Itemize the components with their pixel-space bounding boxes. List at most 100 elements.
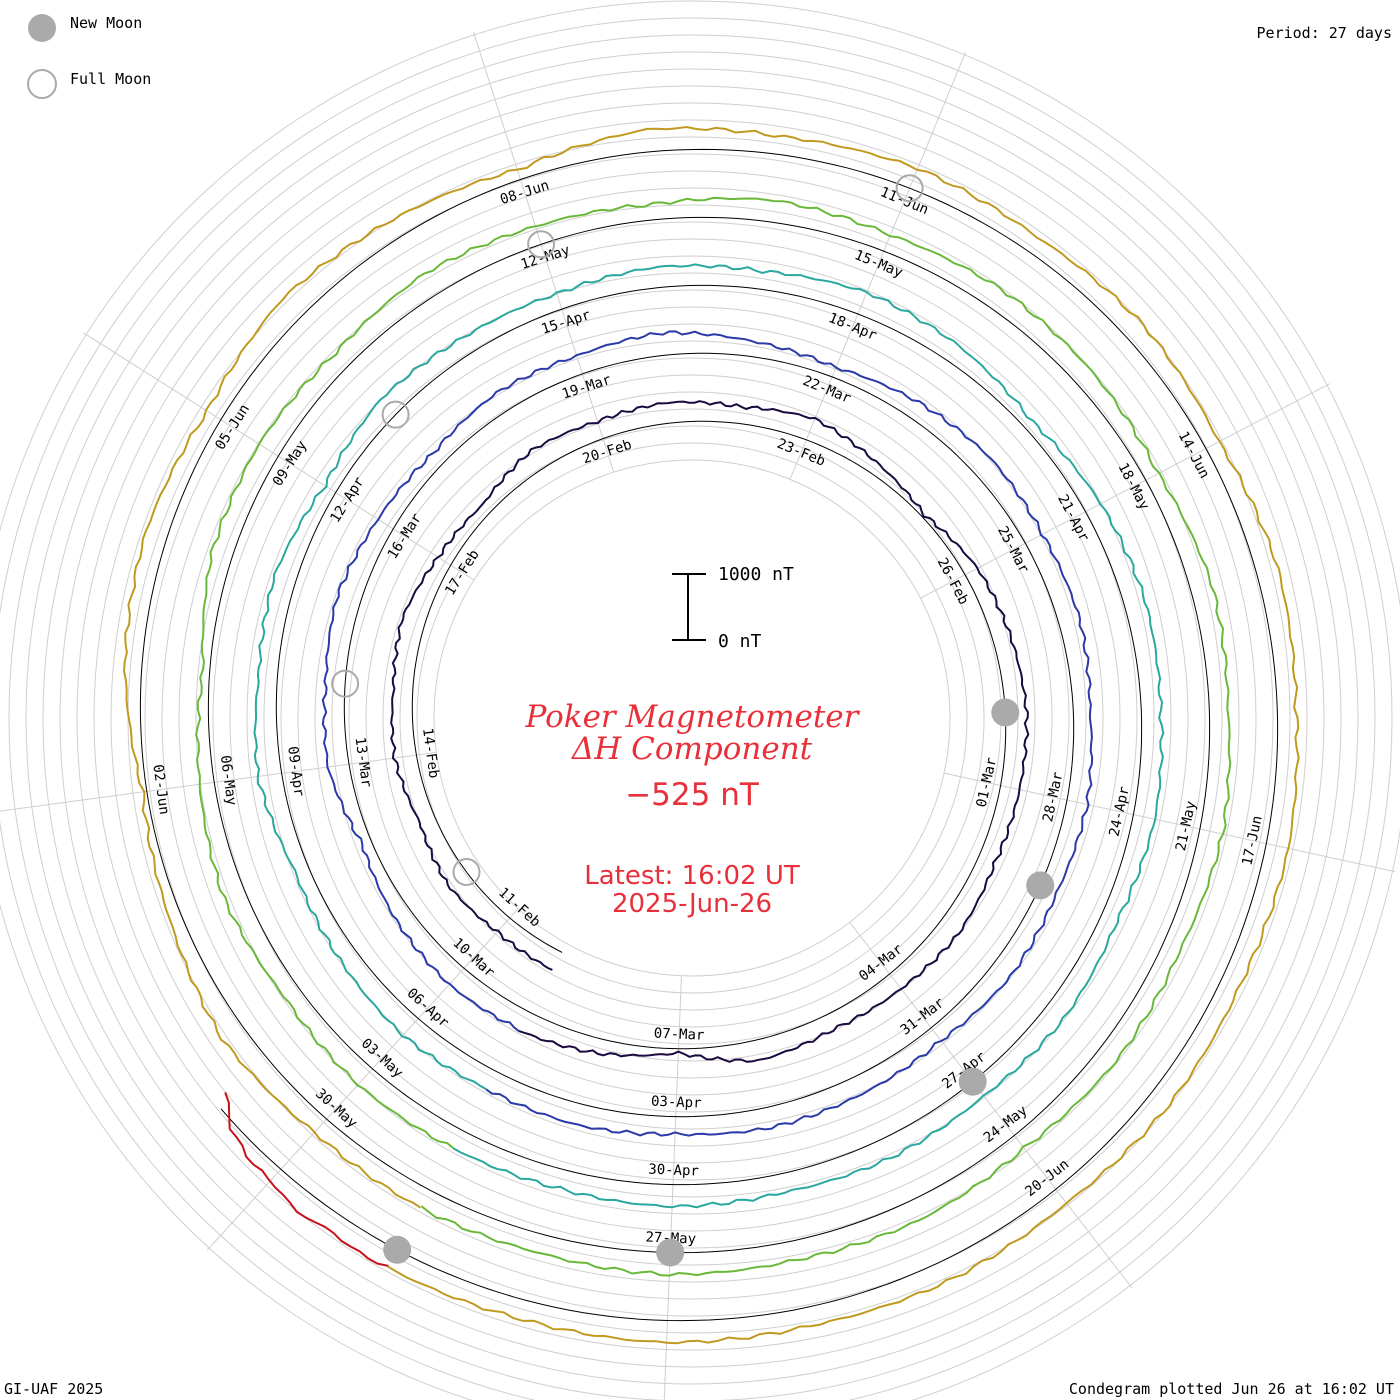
trace-turn-3 [253,263,1165,1209]
new-moon-legend-label: New Moon [70,14,142,32]
date-tick-label: 18-May [1114,460,1152,512]
grid-spoke [849,921,1133,1289]
grid-spoke [473,31,615,473]
grid-circle [212,238,1172,1198]
date-tick-label: 08-Jun [498,177,551,208]
date-tick-label: 14-Feb [419,727,442,779]
date-tick-label: 25-Mar [994,524,1032,576]
full-moon-marker [895,174,924,203]
moon-phase-markers [331,174,1055,1267]
grid-circle [433,459,951,977]
grid-circle [246,272,1138,1164]
date-tick-label: 17-Feb [442,547,483,598]
date-tick-label: 11-Feb [495,885,543,931]
grid-circle [297,323,1087,1113]
grid-circle [229,255,1155,1181]
new-moon-marker [1026,871,1055,900]
grid-circle [280,306,1104,1130]
date-tick-label: 31-Mar [898,995,948,1039]
full-moon-legend-icon [27,69,57,99]
grid-spoke [83,332,475,581]
date-tick-label: 24-Apr [1106,785,1132,838]
date-tick-label: 21-Apr [1054,492,1092,544]
grid-circle [399,425,985,1011]
full-moon-marker [331,669,360,698]
date-tick-label: 05-Jun [212,402,253,453]
full-moon-marker [527,230,556,259]
date-tick-label: 17-Jun [1239,814,1265,867]
date-tick-label: 15-May [852,247,905,281]
date-tick-label: 24-May [981,1103,1031,1147]
full-moon-marker [452,858,481,886]
date-tick-label: 16-Mar [385,511,426,562]
latest-date: 2025-Jun-26 [612,889,772,919]
new-moon-marker [958,1067,987,1096]
trace-turn-6 [224,1092,389,1267]
date-tick-label: 01-Mar [974,756,1000,809]
full-moon-legend-label: Full Moon [70,70,151,88]
date-tick-label: 09-May [270,438,311,489]
grid-circle [144,170,1240,1266]
grid-circle [416,442,968,994]
grid-circle [348,374,1036,1062]
date-tick-label: 30-Apr [648,1162,699,1180]
footer-left: GI-UAF 2025 [4,1380,103,1398]
latest-value: −525 nT [625,777,760,813]
latest-time: Latest: 16:02 UT [584,861,800,891]
grid-circle [314,340,1070,1096]
date-tick-label: 30-May [312,1086,360,1132]
date-tick-label: 22-Mar [800,373,853,407]
new-moon-marker [383,1235,412,1264]
grid-circle [76,102,1308,1334]
grid-circle [161,187,1223,1249]
period-label: Period: 27 days [1257,24,1392,42]
grid-circle [331,357,1053,1079]
date-tick-label: 02-Jun [149,763,172,815]
date-tick-label: 18-Apr [826,310,879,344]
grid-circle [25,51,1359,1385]
chart-title-line1: Poker Magnetometer [525,699,861,735]
grid-spoke [943,772,1396,873]
date-tick-label: 03-May [358,1035,406,1081]
date-tick-label: 28-Mar [1040,771,1066,824]
trace-turn-5 [122,125,1300,1345]
footer-right: Condegram plotted Jun 26 at 16:02 UT [1069,1380,1394,1398]
trace-turn-4 [195,196,1232,1277]
scale-bottom-label: 0 nT [718,631,762,652]
grid-spoke [920,383,1330,599]
grid-circle [178,204,1206,1232]
date-tick-label: 06-Apr [404,985,452,1031]
grid-spoke [789,51,967,480]
date-tick-label: 04-Mar [856,941,906,985]
date-tick-label: 19-Mar [560,372,613,403]
grid-circle [93,119,1291,1317]
date-tick-label: 13-Mar [352,736,375,788]
grid-circle [8,34,1376,1400]
scale-top-label: 1000 nT [718,564,794,585]
date-tick-label: 06-May [217,754,240,806]
date-tick-label: 23-Feb [775,436,828,470]
date-tick-label: 14-Jun [1175,429,1213,481]
grid-circle [110,136,1274,1300]
date-tick-label: 15-Apr [539,307,592,338]
date-tick-label: 10-Mar [449,935,497,981]
grid-circle [195,221,1189,1215]
date-tick-label: 12-Apr [327,474,368,525]
chart-title-line2: ΔH Component [571,731,813,767]
grid-spoke [206,908,519,1251]
grid-circle [59,85,1325,1351]
zero-baseline-spiral [139,148,1279,1322]
date-tick-label: 21-May [1173,800,1199,853]
full-moon-marker [381,400,410,429]
date-tick-label: 20-Jun [1022,1156,1072,1200]
date-tick-label: 09-Apr [284,745,307,797]
date-tick-label: 03-Apr [651,1094,702,1112]
grid-spoke [0,751,437,812]
new-moon-marker [656,1238,685,1267]
scale-bar: 1000 nT 0 nT [672,564,794,652]
data-traces [122,125,1300,1345]
date-tick-label: 20-Feb [581,437,634,468]
grid-circle [42,68,1342,1368]
